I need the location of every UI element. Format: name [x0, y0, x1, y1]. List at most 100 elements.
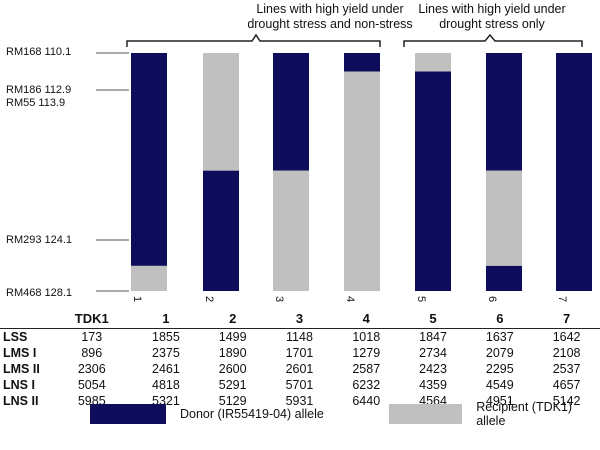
marker-label: RM293 124.1 — [6, 234, 73, 246]
table-cell: 1847 — [419, 330, 447, 344]
table-cell: 4951 — [485, 394, 514, 408]
table-row: LMS I 896 2375 1890 1701 1279 2734 2079 2108 — [0, 345, 600, 361]
table-header-cell: 1 — [132, 310, 200, 329]
lane-label: 2 — [203, 295, 216, 303]
table-cell: 2306 — [77, 362, 106, 376]
table-cell: 1701 — [285, 346, 314, 360]
table-header-cell: 5 — [399, 310, 467, 329]
donor-segment — [486, 53, 522, 171]
table-header-row: TDK1 1 2 3 4 5 6 7 — [0, 310, 600, 329]
legend-label-recipient: Recipient (TDK1) allele — [476, 400, 573, 428]
legend-recipient: Recipient (TDK1) allele — [389, 400, 600, 428]
table-cell: 6232 — [352, 378, 381, 392]
genotype-bar-line-5 — [415, 53, 451, 291]
legend-donor: Donor (IR55419-04) allele — [90, 404, 324, 424]
table-cell: 896 — [81, 346, 103, 360]
genotype-bar-line-1 — [131, 53, 167, 291]
genotype-bar-line-7 — [556, 53, 592, 291]
marker-label: RM168 110.1 — [6, 46, 72, 58]
group-label-drought-only: Lines with high yield under drought stre… — [402, 2, 582, 32]
legend-swatch-donor — [90, 404, 166, 424]
table-header-cell: 3 — [266, 310, 333, 329]
donor-segment — [486, 265, 522, 291]
table-cell: 1018 — [352, 330, 381, 344]
table-cell: 2600 — [218, 362, 247, 376]
genotype-bars — [131, 53, 592, 291]
table-cell: 6440 — [352, 394, 381, 408]
marker-label: RM186 112.9 — [6, 84, 72, 96]
donor-segment — [131, 53, 167, 266]
group-label-both-line1: Lines with high yield under — [256, 2, 404, 16]
table-cell: 2423 — [419, 362, 447, 376]
table-row-label: LNS II — [3, 394, 39, 408]
table-row-label: LNS I — [3, 378, 35, 392]
table-cell: 4549 — [485, 378, 514, 392]
table-cell: 1499 — [218, 330, 247, 344]
table-cell: 2461 — [152, 362, 180, 376]
table-cell: 2601 — [285, 362, 314, 376]
table-cell: 4359 — [419, 378, 447, 392]
donor-segment — [273, 53, 309, 171]
recipient-segment — [203, 53, 239, 171]
recipient-segment — [131, 265, 167, 291]
table-header-cell: 2 — [199, 310, 267, 329]
table-cell: 2734 — [419, 346, 447, 360]
table-row: LSS 173 1855 1499 1148 1018 1847 1637 1642 — [0, 329, 600, 346]
table-cell: 2587 — [352, 362, 381, 376]
donor-segment — [556, 53, 592, 291]
table-header-cell: TDK1 — [51, 310, 133, 329]
table-header-cell: 7 — [533, 310, 600, 329]
genotype-bar-line-2 — [203, 53, 239, 291]
legend-swatch-recipient — [389, 404, 463, 424]
yield-table: TDK1 1 2 3 4 5 6 7 LSS 173 1855 1499 1148 101… — [0, 310, 600, 409]
table-header-cell: 6 — [466, 310, 534, 329]
table-cell: 2375 — [152, 346, 180, 360]
table-row-label: LMS I — [3, 346, 37, 360]
table-header-cell: 4 — [332, 310, 400, 329]
recipient-segment — [415, 53, 451, 72]
lane-label: 3 — [273, 295, 286, 303]
lane-label: 7 — [556, 295, 569, 303]
marker-label: RM468 128.1 — [6, 287, 73, 299]
group-label-drought-line2: drought stress only — [439, 17, 545, 31]
legend-label-donor: Donor (IR55419-04) allele — [180, 407, 324, 421]
chromosome-chart — [96, 33, 592, 292]
table-cell: 1642 — [552, 330, 581, 344]
table-row-label: LMS II — [3, 362, 40, 376]
genotype-bar-line-3 — [273, 53, 309, 291]
lane-label: 1 — [131, 295, 144, 303]
table-cell: 2108 — [552, 346, 581, 360]
table-cell: 5931 — [285, 394, 314, 408]
genotype-bar-line-4 — [344, 53, 380, 291]
donor-segment — [344, 53, 380, 72]
table-cell: 2295 — [485, 362, 514, 376]
marker-label: RM55 113.9 — [6, 97, 66, 109]
recipient-segment — [486, 170, 522, 266]
table-cell: 2079 — [485, 346, 514, 360]
table-header-cell — [0, 310, 51, 329]
genotype-bar-line-6 — [486, 53, 522, 291]
table-cell: 1890 — [218, 346, 247, 360]
table-row: LMS II 2306 2461 2600 2601 2587 2423 2295 2537 — [0, 361, 600, 377]
table-cell: 5054 — [77, 378, 106, 392]
table-row-label: LSS — [3, 330, 28, 344]
table-cell: 1637 — [485, 330, 514, 344]
table-cell: 2537 — [552, 362, 581, 376]
donor-segment — [203, 170, 239, 291]
recipient-segment — [273, 170, 309, 291]
table-cell: 5142 — [552, 394, 581, 408]
table-row: LNS I 5054 4818 5291 5701 6232 4359 4549 4657 — [0, 377, 600, 393]
table-cell: 173 — [81, 330, 103, 344]
bracket-both — [126, 33, 381, 47]
marker-lines — [96, 52, 129, 292]
lane-label: 6 — [486, 295, 499, 303]
table-cell: 4818 — [152, 378, 180, 392]
group-brackets — [126, 33, 583, 47]
table-cell: 1148 — [286, 330, 313, 344]
lane-label: 5 — [415, 295, 428, 303]
group-label-both-line2: drought stress and non-stress — [247, 17, 413, 31]
lane-label: 4 — [344, 295, 357, 303]
donor-segment — [415, 71, 451, 291]
table-cell: 4657 — [552, 378, 581, 392]
